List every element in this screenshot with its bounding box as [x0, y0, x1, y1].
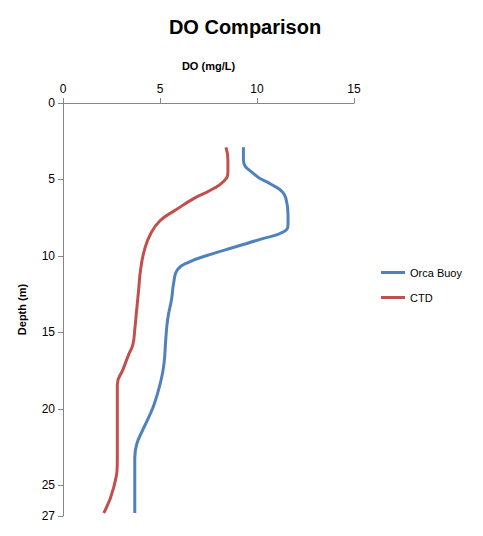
svg-text:25: 25 — [42, 478, 56, 492]
svg-text:0: 0 — [60, 82, 67, 96]
svg-text:27: 27 — [42, 509, 56, 523]
svg-text:CTD: CTD — [410, 292, 433, 304]
svg-text:15: 15 — [347, 82, 361, 96]
svg-text:10: 10 — [250, 82, 264, 96]
svg-text:DO (mg/L): DO (mg/L) — [182, 60, 235, 72]
svg-text:5: 5 — [48, 172, 55, 186]
svg-text:5: 5 — [157, 82, 164, 96]
svg-text:10: 10 — [42, 249, 56, 263]
svg-text:Depth (m): Depth (m) — [16, 284, 28, 336]
svg-text:0: 0 — [48, 96, 55, 110]
svg-text:DO Comparison: DO Comparison — [169, 16, 321, 38]
svg-text:Orca Buoy: Orca Buoy — [410, 267, 462, 279]
svg-text:15: 15 — [42, 325, 56, 339]
svg-text:20: 20 — [42, 402, 56, 416]
